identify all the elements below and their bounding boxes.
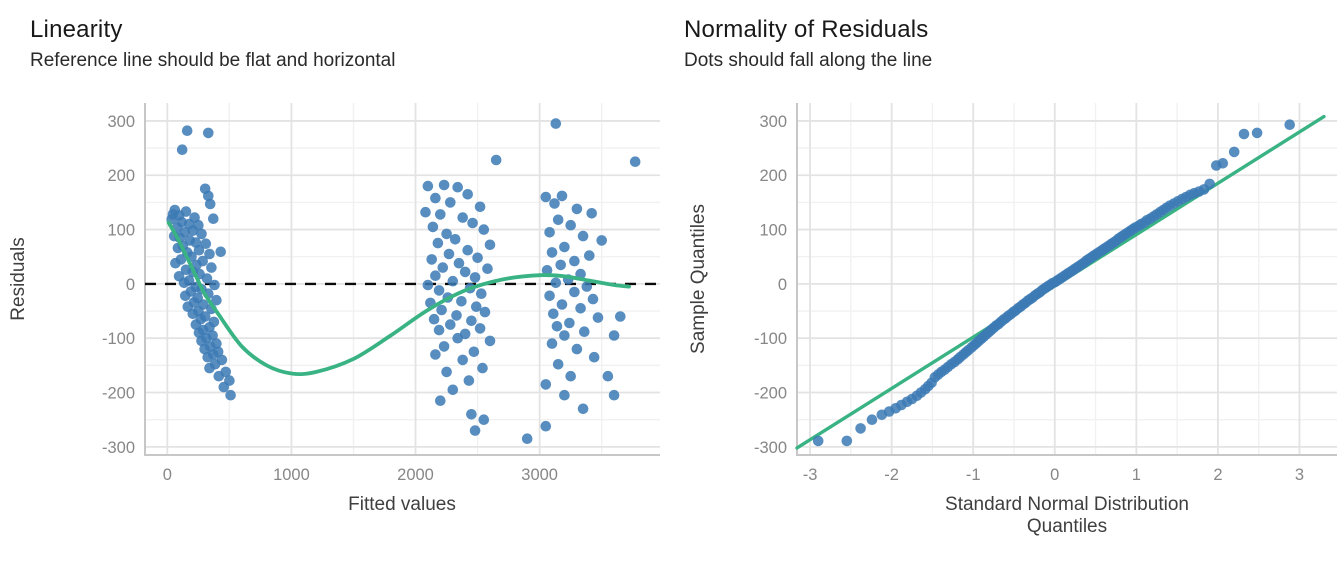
y-tick-label: 100 — [107, 222, 135, 240]
y-tick-label: 0 — [126, 276, 135, 294]
y-tick-label: -100 — [754, 330, 787, 348]
y-tick-label: 100 — [759, 222, 787, 240]
y-tick-label: 0 — [778, 276, 787, 294]
right-x-axis-title: Standard Normal Distribution Quantiles — [945, 494, 1189, 537]
x-tick-label: 1 — [1132, 466, 1141, 484]
right-panel-subtitle: Dots should fall along the line — [684, 50, 933, 71]
x-tick-label: 1000 — [273, 466, 310, 484]
minor-gridlines — [145, 103, 660, 455]
residual-scatter-points — [166, 118, 641, 445]
x-tick-label: 0 — [163, 466, 172, 484]
qq-panel: -300 -200 -100 0 100 200 300 -3 -2 -1 0 1 2 3 — [754, 103, 1337, 484]
y-tick-label: 200 — [759, 167, 787, 185]
major-gridlines — [797, 103, 1337, 455]
x-tick-label: -1 — [966, 466, 981, 484]
qq-points — [812, 119, 1295, 447]
x-tick-label: 2 — [1213, 466, 1222, 484]
x-tick-label: 3 — [1295, 466, 1304, 484]
y-tick-label: 300 — [759, 113, 787, 131]
x-tick-label: 0 — [1050, 466, 1059, 484]
left-panel-subtitle: Reference line should be flat and horizo… — [30, 50, 396, 71]
right-panel-title: Normality of Residuals — [684, 16, 929, 43]
y-tick-label: -200 — [102, 385, 135, 403]
x-tick-label: 3000 — [521, 466, 558, 484]
y-tick-label: -200 — [754, 385, 787, 403]
x-tick-label: -3 — [803, 466, 818, 484]
left-panel-title: Linearity — [30, 16, 123, 43]
y-tick-label: 200 — [107, 167, 135, 185]
x-tick-label: -2 — [884, 466, 899, 484]
y-tick-label: -100 — [102, 330, 135, 348]
x-tick-label: 2000 — [397, 466, 434, 484]
y-tick-label: 300 — [107, 113, 135, 131]
trend-curve — [166, 220, 631, 377]
y-tick-label: -300 — [754, 439, 787, 457]
y-tick-label: -300 — [102, 439, 135, 457]
left-x-axis-title: Fitted values — [348, 494, 456, 515]
tick-labels: -300 -200 -100 0 100 200 300 -3 -2 -1 0 1 2 3 — [754, 113, 1304, 484]
minor-gridlines — [797, 103, 1337, 455]
